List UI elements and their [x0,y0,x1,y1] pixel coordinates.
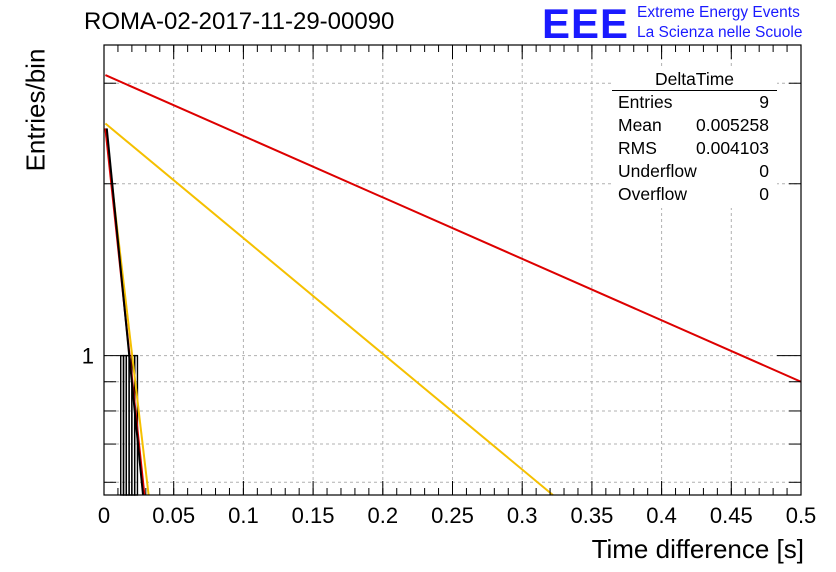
y-tick-labels: 1 [82,344,94,369]
stats-box: DeltaTime Entries 9 Mean 0.005258 RMS 0.… [612,68,777,208]
fit-curve-red [104,74,802,383]
x-tick-label: 0.3 [507,503,538,528]
x-tick-label: 0.5 [786,503,817,528]
stats-title: DeltaTime [612,68,777,91]
stats-value: 9 [759,92,769,112]
x-tick-label: 0.45 [710,503,753,528]
plot-frame [103,44,802,496]
stats-value: 0.005258 [696,115,769,135]
run-title: ROMA-02-2017-11-29-00090 [84,8,395,35]
eee-logo: EEE [542,0,630,47]
stats-value: 0.004103 [696,138,769,158]
logo-line-1: Extreme Energy Events [637,4,800,21]
fit-curve-black [105,128,145,496]
stats-row-overflow: Overflow 0 [612,183,777,206]
stats-value: 0 [759,184,769,204]
x-tick-label: 0.35 [570,503,613,528]
fit-curves [104,74,802,496]
fit-curve-yellow [104,122,554,496]
stats-label: Overflow [618,184,688,204]
stats-row-entries: Entries 9 [612,91,777,114]
x-tick-label: 0.15 [292,503,335,528]
stats-row-mean: Mean 0.005258 [612,114,777,137]
y-tick-label: 1 [82,344,94,369]
stats-row-underflow: Underflow 0 [612,160,777,183]
grid-lines [104,45,801,495]
x-tick-label: 0 [98,503,110,528]
stats-row-rms: RMS 0.004103 [612,137,777,160]
x-axis-label: Time difference [s] [591,534,804,564]
x-tick-label: 0.25 [431,503,474,528]
x-tick-label: 0.4 [646,503,677,528]
x-tick-label: 0.1 [228,503,259,528]
stats-label: Entries [618,92,673,112]
x-tick-label: 0.2 [368,503,399,528]
x-tick-labels: 0 0.05 0.1 0.15 0.2 0.25 0.3 0.35 0.4 0.45 0.5 [98,503,816,528]
stats-label: Underflow [618,161,697,181]
stats-label: RMS [618,138,657,158]
stats-label: Mean [618,115,662,135]
stats-value: 0 [759,161,769,181]
logo-line-2: La Scienza nelle Scuole [637,24,803,41]
y-axis-label: Entries/bin [20,48,51,172]
axes-frame [103,44,802,496]
x-tick-label: 0.05 [152,503,195,528]
